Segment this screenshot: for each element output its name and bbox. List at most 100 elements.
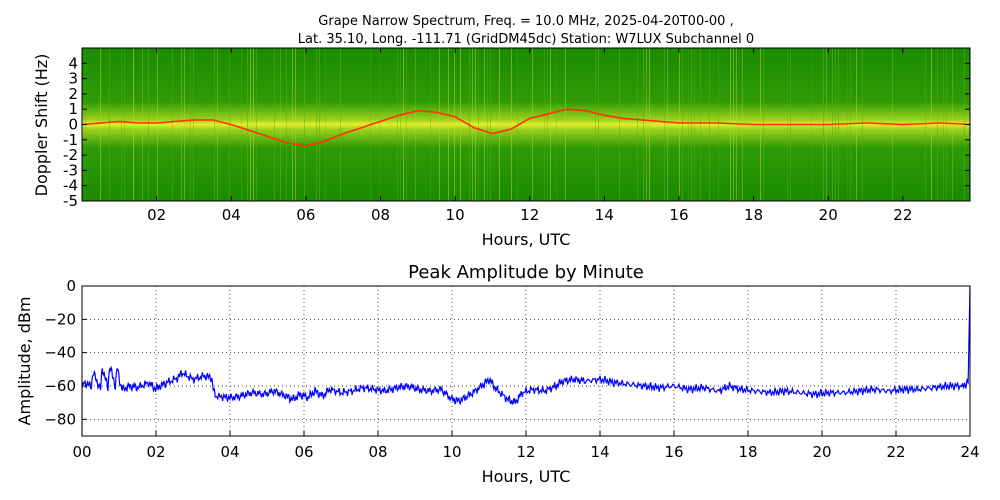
spectrogram-stripe [415, 48, 416, 201]
spectrogram-stripe [646, 48, 647, 201]
spectrogram-y-tick-label: 0 [68, 116, 78, 134]
spectrogram-stripe [439, 48, 440, 201]
spectrogram-stripe [649, 48, 650, 201]
spectrogram-stripe [856, 48, 857, 201]
spectrogram-x-tick-label: 06 [296, 206, 315, 224]
spectrogram-stripe [667, 48, 668, 201]
amplitude-x-tick-label: 24 [960, 443, 979, 461]
spectrogram-stripe [121, 48, 122, 201]
amplitude-y-tick-label: −20 [44, 310, 76, 328]
spectrogram-stripe [124, 48, 125, 201]
amplitude-y-tick-label: −40 [44, 344, 76, 362]
amplitude-x-tick-label: 04 [220, 443, 239, 461]
spectrogram-stripe [448, 48, 449, 201]
spectrogram-x-tick-label: 22 [893, 206, 912, 224]
amplitude-x-tick-label: 18 [738, 443, 757, 461]
spectrogram-y-tick-label: 1 [68, 100, 78, 118]
amplitude-y-axis-label: Amplitude, dBm [15, 297, 34, 426]
spectrogram-stripe [931, 48, 932, 201]
spectrogram-y-tick-label: -3 [63, 161, 78, 179]
amplitude-x-tick-label: 20 [812, 443, 831, 461]
spectrogram-stripe [214, 48, 215, 201]
amplitude-panel: Peak Amplitude by Minute 00 02 04 06 08 10 12 1… [15, 262, 980, 486]
spectrogram-stripe [718, 48, 719, 201]
spectrogram-stripe [460, 48, 461, 201]
amplitude-y-tick-label: 0 [66, 277, 76, 295]
spectrogram-stripe [397, 48, 398, 201]
spectrogram-stripe [280, 48, 281, 201]
spectrogram-stripe [943, 48, 944, 201]
figure-title-line1: Grape Narrow Spectrum, Freq. = 10.0 MHz,… [318, 14, 733, 29]
amplitude-x-tick-label: 02 [146, 443, 165, 461]
spectrogram-stripe [181, 48, 182, 201]
spectrogram-stripe [472, 48, 473, 201]
spectrogram-stripe [730, 48, 731, 201]
spectrogram-y-tick-label: -5 [63, 192, 78, 210]
figure-title-line2: Lat. 35.10, Long. -111.71 (GridDM45dc) S… [298, 32, 754, 47]
spectrogram-stripe [946, 48, 947, 201]
spectrogram-stripe [682, 48, 683, 201]
spectrogram-stripe [643, 48, 644, 201]
spectrogram-stripe [544, 48, 545, 201]
spectrogram-stripe [316, 48, 317, 201]
spectrogram-y-tick-label: -1 [63, 131, 78, 149]
spectrogram-x-axis-label: Hours, UTC [482, 230, 571, 249]
spectrogram-stripe [688, 48, 689, 201]
spectrogram-y-tick-label: -4 [63, 177, 78, 195]
spectrogram-y-tick-label: -2 [63, 146, 78, 164]
amplitude-x-tick-label: 14 [590, 443, 609, 461]
spectrogram-x-tick-label: 14 [595, 206, 614, 224]
spectrogram-stripe [937, 48, 938, 201]
spectrogram-stripe [217, 48, 218, 201]
spectrogram-stripe [109, 48, 110, 201]
spectrogram-stripe [286, 48, 287, 201]
spectrogram-stripe [925, 48, 926, 201]
spectrogram-stripe [952, 48, 953, 201]
spectrogram-stripe [556, 48, 557, 201]
spectrogram-x-tick-label: 16 [669, 206, 688, 224]
spectrogram-stripe [511, 48, 512, 201]
spectrogram-y-tick-label: 4 [68, 54, 78, 72]
amplitude-x-ticks: 00 02 04 06 08 10 12 14 16 18 20 22 24 [72, 431, 980, 461]
spectrogram-x-tick-label: 12 [520, 206, 539, 224]
spectrogram-stripe [304, 48, 305, 201]
spectrogram-stripe [547, 48, 548, 201]
spectrogram-stripe [862, 48, 863, 201]
spectrogram-stripe [499, 48, 500, 201]
spectrogram-stripe [475, 48, 476, 201]
spectrogram-x-tick-label: 02 [147, 206, 166, 224]
amplitude-x-tick-label: 22 [886, 443, 905, 461]
amplitude-x-tick-label: 10 [442, 443, 461, 461]
spectrogram-stripe [490, 48, 491, 201]
amplitude-x-tick-label: 06 [294, 443, 313, 461]
spectrogram-stripe [709, 48, 710, 201]
spectrogram-stripe [637, 48, 638, 201]
spectrogram-stripe [340, 48, 341, 201]
spectrogram-stripe [319, 48, 320, 201]
spectrogram-stripe [241, 48, 242, 201]
spectrogram-stripe [172, 48, 173, 201]
amplitude-series-line [82, 286, 970, 436]
spectrogram-stripe [274, 48, 275, 201]
amplitude-x-tick-label: 00 [72, 443, 91, 461]
spectrogram-stripe [142, 48, 143, 201]
spectrogram-stripe [379, 48, 380, 201]
spectrogram-stripe [406, 48, 407, 201]
amplitude-chart-title: Peak Amplitude by Minute [408, 262, 644, 283]
spectrogram-x-tick-label: 08 [371, 206, 390, 224]
spectrogram-stripe [487, 48, 488, 201]
spectrogram-stripe [250, 48, 251, 201]
spectrogram-x-tick-label: 04 [222, 206, 241, 224]
spectrogram-stripe [184, 48, 185, 201]
amplitude-x-axis-label: Hours, UTC [482, 467, 571, 486]
doppler-trace [82, 108, 970, 147]
spectrogram-stripe [550, 48, 551, 201]
amplitude-y-tick-label: −80 [44, 410, 76, 428]
spectrogram-stripe [325, 48, 326, 201]
spectrogram-stripe [133, 48, 134, 201]
spectrogram-y-axis-label: Doppler Shift (Hz) [32, 54, 51, 197]
spectrogram-x-tick-label: 18 [744, 206, 763, 224]
